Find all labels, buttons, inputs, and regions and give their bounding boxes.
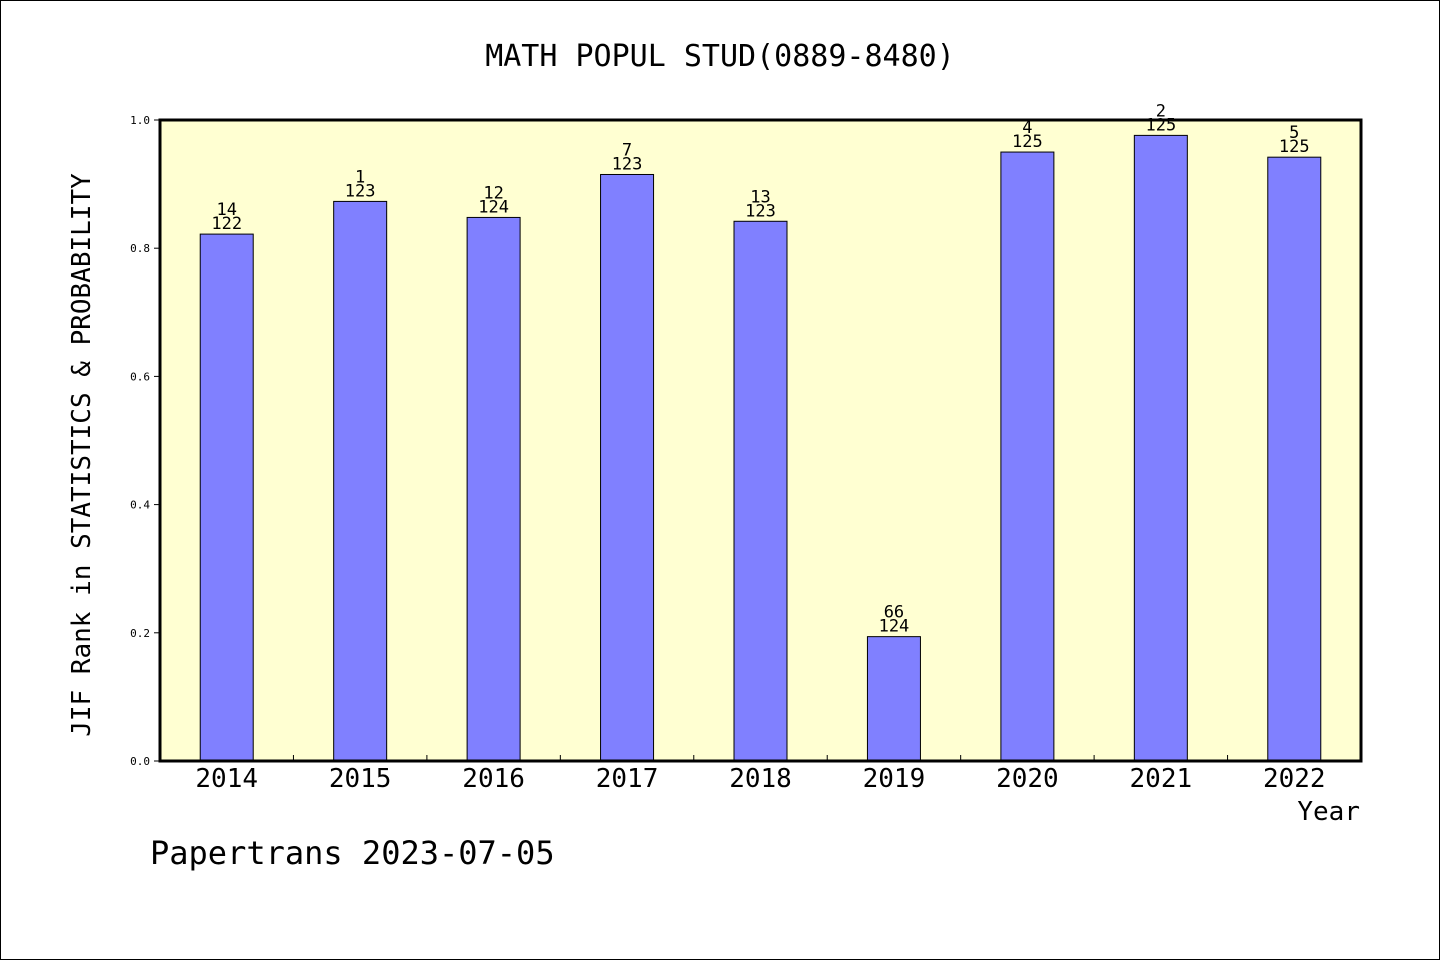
x-tick-label: 2022 (1263, 764, 1326, 794)
bar-rank-label: 7 (622, 140, 632, 160)
bar-2017 (600, 173, 655, 762)
bar-rank-label: 66 (884, 603, 904, 623)
bar-total-label: 125 (1012, 132, 1043, 152)
bar-2015 (333, 200, 388, 762)
x-tick-label: 2020 (996, 764, 1059, 794)
bar-rank-label: 4 (1022, 118, 1032, 138)
bar-rank-label: 12 (483, 183, 503, 203)
bars-group (199, 134, 1322, 762)
bar-2014 (199, 233, 254, 762)
x-axis: 2014 2015 2016 2017 2018 2019 2020 2021 2022 (195, 755, 1326, 794)
y-tick-label: 1.0 (130, 114, 150, 127)
y-axis-label: JIF Rank in STATISTICS & PROBABILITY (67, 173, 97, 737)
x-tick-label: 2016 (462, 764, 525, 794)
y-tick-label: 0.8 (130, 242, 150, 255)
bar-total-label: 123 (612, 154, 643, 174)
x-tick-label: 2021 (1130, 764, 1193, 794)
footer-credit: Papertrans 2023-07-05 (150, 834, 555, 872)
bar-2016 (466, 216, 521, 762)
plot-frame (158, 118, 1363, 763)
x-axis-label: Year (1297, 797, 1360, 827)
y-tick-label: 0.4 (130, 499, 150, 512)
bar-rank-label: 13 (750, 187, 770, 207)
y-axis: 0.0 0.2 0.4 0.6 0.8 1.0 (130, 114, 160, 768)
bar-2022 (1267, 156, 1322, 762)
y-tick-label: 0.6 (130, 370, 150, 383)
bar-rank-label: 14 (216, 200, 236, 220)
bar-rank-label: 5 (1289, 123, 1299, 143)
bar-2021 (1133, 134, 1188, 762)
y-tick-label: 0.0 (130, 755, 150, 768)
bar-total-label: 125 (1279, 137, 1310, 157)
bar-2020 (1000, 151, 1055, 762)
chart-title: MATH POPUL STUD(0889-8480) (485, 39, 955, 74)
bar-total-label: 124 (478, 197, 509, 217)
bar-2019 (866, 636, 921, 762)
x-tick-label: 2014 (195, 764, 258, 794)
bar-total-label: 123 (345, 181, 376, 201)
x-tick-label: 2017 (596, 764, 659, 794)
x-tick-label: 2018 (729, 764, 792, 794)
bar-total-label: 122 (211, 214, 242, 234)
x-tick-label: 2019 (863, 764, 926, 794)
bar-total-label: 125 (1145, 115, 1176, 135)
bar-rank-label: 1 (355, 167, 365, 187)
bar-2018 (733, 220, 788, 762)
bar-rank-label: 2 (1156, 101, 1166, 121)
x-tick-label: 2015 (329, 764, 392, 794)
y-tick-label: 0.2 (130, 627, 150, 640)
bar-total-label: 123 (745, 201, 776, 221)
bar-total-label: 124 (879, 617, 910, 637)
